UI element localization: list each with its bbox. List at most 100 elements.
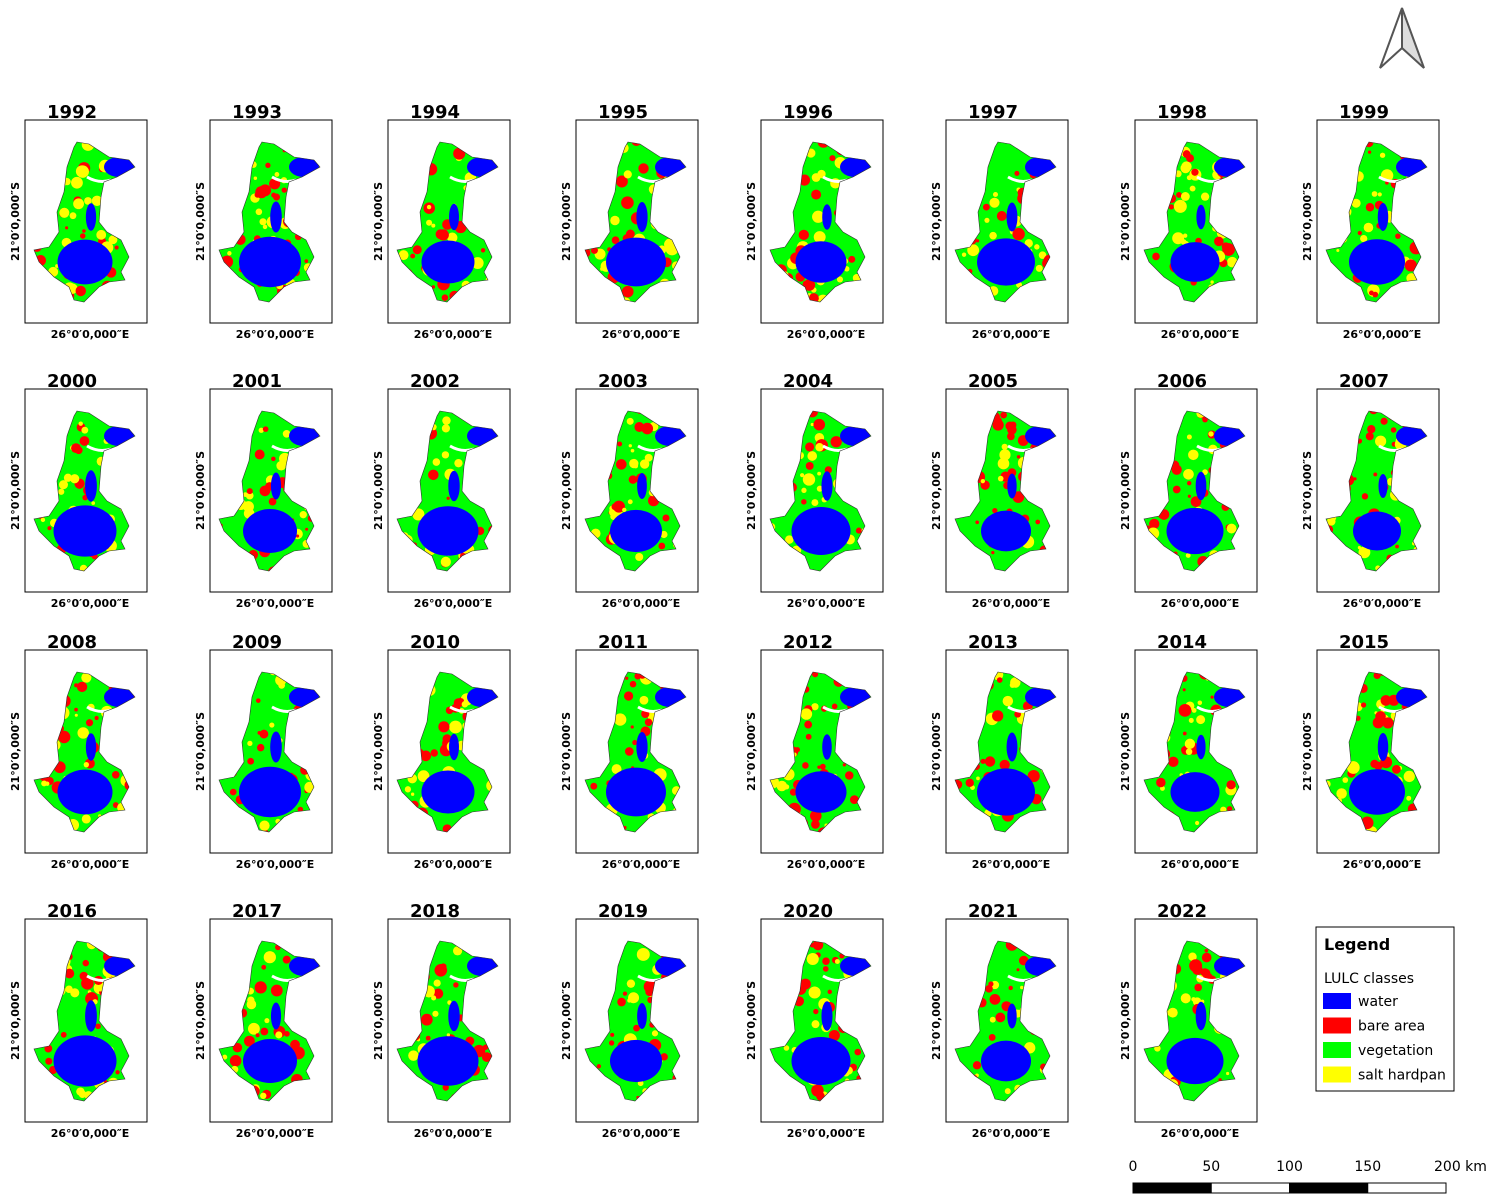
legend-group: LULC classes bbox=[1324, 971, 1414, 987]
legend: Legend LULC classes water bare area vegeta… bbox=[1316, 927, 1454, 1091]
legend-label: vegetation bbox=[1358, 1043, 1433, 1059]
lon-label: 26°0′0,000″E bbox=[972, 328, 1051, 341]
scale-label: 100 bbox=[1276, 1159, 1303, 1175]
lat-label: 21°0′0,000″S bbox=[930, 451, 943, 530]
lon-label: 26°0′0,000″E bbox=[1343, 858, 1422, 871]
map-panel: 201821°0′0,000″S26°0′0,000″E bbox=[372, 901, 512, 1140]
map-figure: Legend LULC classes water bare area vegeta… bbox=[0, 0, 1492, 1195]
map-panel: 201621°0′0,000″S26°0′0,000″E bbox=[9, 901, 149, 1140]
lat-label: 21°0′0,000″S bbox=[930, 182, 943, 261]
lat-label: 21°0′0,000″S bbox=[372, 981, 385, 1060]
scale-segment bbox=[1211, 1183, 1289, 1193]
lat-label: 21°0′0,000″S bbox=[372, 712, 385, 791]
lat-label: 21°0′0,000″S bbox=[9, 451, 22, 530]
lat-label: 21°0′0,000″S bbox=[1301, 182, 1314, 261]
lat-label: 21°0′0,000″S bbox=[745, 182, 758, 261]
lat-label: 21°0′0,000″S bbox=[745, 981, 758, 1060]
lon-label: 26°0′0,000″E bbox=[236, 1127, 315, 1140]
lon-label: 26°0′0,000″E bbox=[1343, 328, 1422, 341]
lat-label: 21°0′0,000″S bbox=[745, 451, 758, 530]
legend-swatch bbox=[1323, 993, 1351, 1009]
lon-label: 26°0′0,000″E bbox=[1161, 1127, 1240, 1140]
lat-label: 21°0′0,000″S bbox=[194, 712, 207, 791]
map-panel: 202121°0′0,000″S26°0′0,000″E bbox=[930, 901, 1070, 1140]
lat-label: 21°0′0,000″S bbox=[1119, 981, 1132, 1060]
lon-label: 26°0′0,000″E bbox=[51, 597, 130, 610]
lat-label: 21°0′0,000″S bbox=[560, 451, 573, 530]
legend-label: water bbox=[1358, 994, 1398, 1010]
legend-title: Legend bbox=[1324, 935, 1390, 954]
scale-label: 50 bbox=[1202, 1159, 1220, 1175]
lon-label: 26°0′0,000″E bbox=[602, 1127, 681, 1140]
lon-label: 26°0′0,000″E bbox=[236, 597, 315, 610]
lat-label: 21°0′0,000″S bbox=[194, 981, 207, 1060]
scale-bar: 0 50 100 150 200 km bbox=[1129, 1159, 1487, 1193]
legend-label: salt hardpan bbox=[1358, 1068, 1446, 1084]
lon-label: 26°0′0,000″E bbox=[1343, 597, 1422, 610]
lon-label: 26°0′0,000″E bbox=[787, 858, 866, 871]
lat-label: 21°0′0,000″S bbox=[560, 182, 573, 261]
lat-label: 21°0′0,000″S bbox=[745, 712, 758, 791]
map-panel: 200421°0′0,000″S26°0′0,000″E bbox=[745, 371, 885, 610]
lat-label: 21°0′0,000″S bbox=[930, 981, 943, 1060]
lon-label: 26°0′0,000″E bbox=[51, 328, 130, 341]
lon-label: 26°0′0,000″E bbox=[602, 328, 681, 341]
lat-label: 21°0′0,000″S bbox=[560, 712, 573, 791]
lat-label: 21°0′0,000″S bbox=[1301, 451, 1314, 530]
lon-label: 26°0′0,000″E bbox=[787, 1127, 866, 1140]
lon-label: 26°0′0,000″E bbox=[1161, 328, 1240, 341]
scale-label: 0 bbox=[1129, 1159, 1138, 1175]
map-panel: 202021°0′0,000″S26°0′0,000″E bbox=[745, 901, 885, 1140]
lon-label: 26°0′0,000″E bbox=[787, 597, 866, 610]
legend-swatch bbox=[1323, 1042, 1351, 1058]
lon-label: 26°0′0,000″E bbox=[236, 858, 315, 871]
lat-label: 21°0′0,000″S bbox=[930, 712, 943, 791]
lat-label: 21°0′0,000″S bbox=[372, 451, 385, 530]
lon-label: 26°0′0,000″E bbox=[1161, 597, 1240, 610]
map-panel: 201921°0′0,000″S26°0′0,000″E bbox=[560, 901, 700, 1140]
lon-label: 26°0′0,000″E bbox=[414, 328, 493, 341]
legend-swatch bbox=[1323, 1067, 1351, 1083]
map-panel: 199921°0′0,000″S26°0′0,000″E bbox=[1301, 102, 1441, 341]
lon-label: 26°0′0,000″E bbox=[787, 328, 866, 341]
lon-label: 26°0′0,000″E bbox=[972, 1127, 1051, 1140]
map-panel: 202221°0′0,000″S26°0′0,000″E bbox=[1119, 901, 1259, 1140]
map-panel: 200321°0′0,000″S26°0′0,000″E bbox=[560, 371, 700, 610]
lat-label: 21°0′0,000″S bbox=[1119, 712, 1132, 791]
lat-label: 21°0′0,000″S bbox=[372, 182, 385, 261]
lon-label: 26°0′0,000″E bbox=[414, 597, 493, 610]
lat-label: 21°0′0,000″S bbox=[1119, 451, 1132, 530]
north-arrow bbox=[1380, 8, 1424, 68]
lon-label: 26°0′0,000″E bbox=[602, 597, 681, 610]
map-panel: 199721°0′0,000″S26°0′0,000″E bbox=[930, 102, 1070, 341]
lat-label: 21°0′0,000″S bbox=[1301, 712, 1314, 791]
scale-segment bbox=[1133, 1183, 1211, 1193]
lat-label: 21°0′0,000″S bbox=[1119, 182, 1132, 261]
legend-label: bare area bbox=[1358, 1019, 1425, 1035]
map-panel: 201221°0′0,000″S26°0′0,000″E bbox=[745, 632, 885, 871]
lon-label: 26°0′0,000″E bbox=[972, 597, 1051, 610]
scale-label: 200 km bbox=[1434, 1159, 1487, 1175]
lat-label: 21°0′0,000″S bbox=[9, 182, 22, 261]
lat-label: 21°0′0,000″S bbox=[194, 182, 207, 261]
scale-label: 150 bbox=[1354, 1159, 1381, 1175]
lon-label: 26°0′0,000″E bbox=[972, 858, 1051, 871]
map-panel: 200921°0′0,000″S26°0′0,000″E bbox=[194, 632, 334, 871]
